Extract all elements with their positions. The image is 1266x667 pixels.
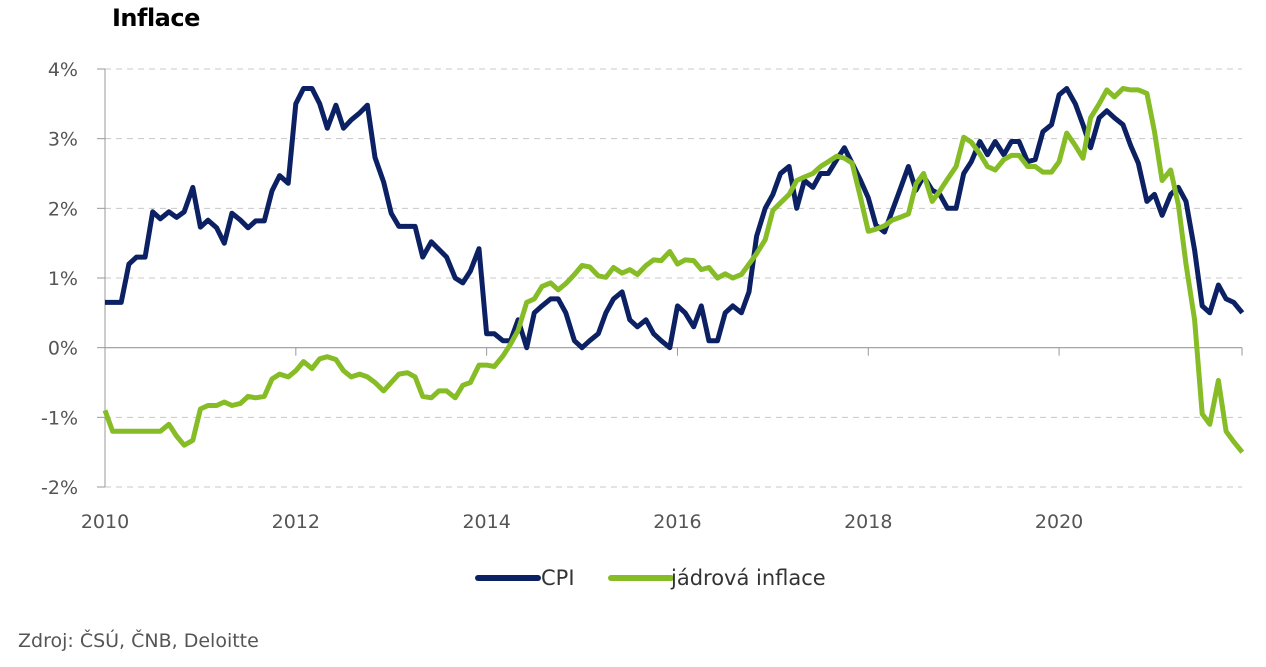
y-tick-label: 4% — [48, 59, 78, 81]
gridlines — [105, 68, 1242, 488]
x-tick-label: 2010 — [81, 511, 129, 533]
x-tick-label: 2018 — [844, 511, 892, 533]
axes: -2% -1% 0% 1% 2% 3% 4% 2010 2012 2014 2016 2018 2020 — [41, 59, 1243, 533]
series-line-cpi — [105, 86, 1245, 351]
y-tick-label: -1% — [41, 407, 78, 429]
series-lines — [102, 86, 1245, 454]
source-note: Zdroj: ČSÚ, ČNB, Deloitte — [18, 630, 259, 652]
x-tick-label: 2012 — [272, 511, 320, 533]
y-tick-label: 0% — [48, 338, 78, 360]
legend-cpi-label: CPI — [541, 566, 575, 590]
x-tick-label: 2014 — [462, 511, 510, 533]
x-tick-label: 2020 — [1035, 511, 1083, 533]
chart-title: Inflace — [112, 4, 200, 32]
legend-core-inflation-label: jádrová inflace — [670, 566, 826, 590]
x-tick-label: 2016 — [653, 511, 701, 533]
legend: CPI jádrová inflace — [475, 566, 826, 590]
y-tick-label: -2% — [41, 477, 78, 499]
y-tick-label: 1% — [48, 268, 78, 290]
y-tick-label: 3% — [48, 129, 78, 151]
series-line-core-inflation — [102, 86, 1245, 454]
y-tick-label: 2% — [48, 198, 78, 220]
